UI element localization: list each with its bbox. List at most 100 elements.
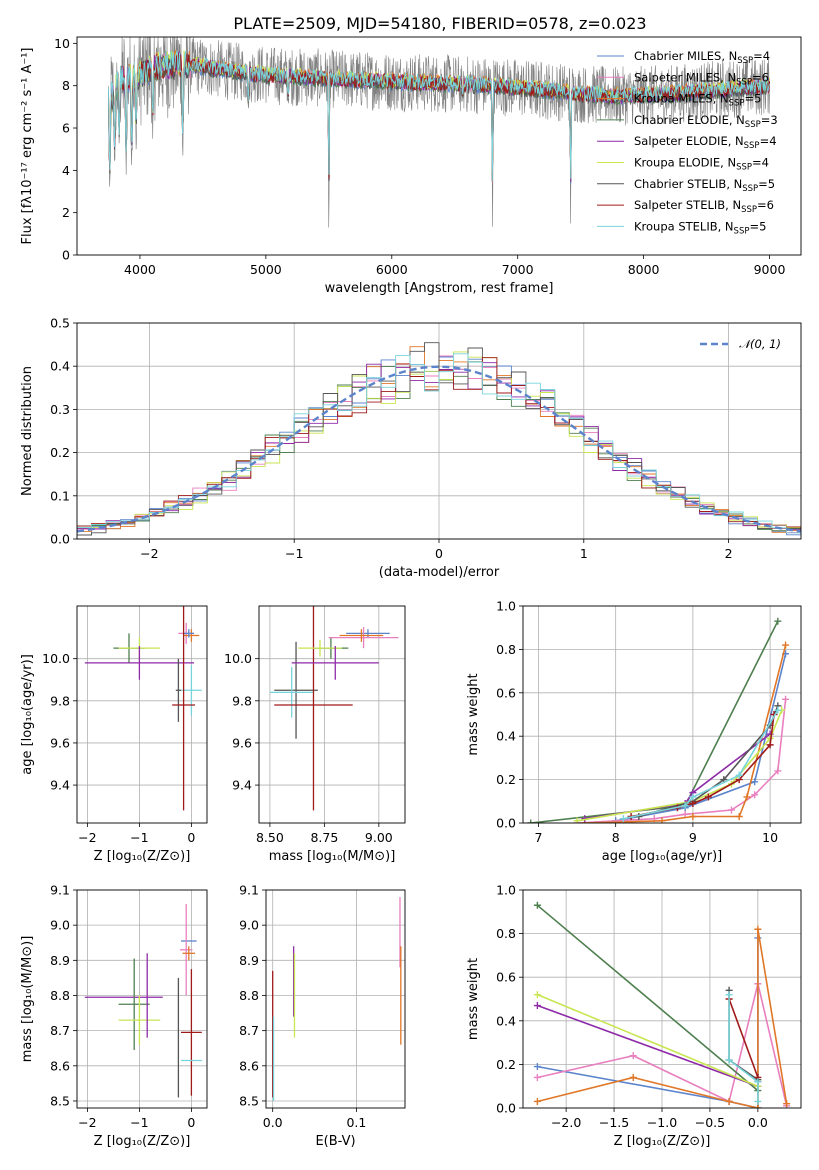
mass-weight-vs-z-panel: −2.0 −1.5 −1.0 −0.5 0.0 0.0 0.2 0.4 0.6 0.8 1.0 Z [… xyxy=(466,883,802,1149)
x-axis-label: E(B-V) xyxy=(315,1134,355,1149)
y-tick-label: 0 xyxy=(62,248,70,263)
x-tick-label: 0.1 xyxy=(346,1115,366,1130)
series-marker xyxy=(533,1097,541,1105)
x-axis-label: Z [log₁₀(Z/Z⊙)] xyxy=(94,1134,191,1149)
plot-area xyxy=(272,897,402,1101)
legend-entry-text: Kroupa MILES, N xyxy=(634,92,729,106)
spectrum-panel: 4000 5000 6000 7000 8000 9000 0 2 4 6 8 10 wavelengt… xyxy=(20,36,802,296)
mass-vs-ebv-panel: 0.0 0.1 8.5 8.6 8.7 8.8 8.9 9.0 9.1 E(B-V) xyxy=(239,883,406,1149)
errorbar-point xyxy=(183,629,200,642)
legend-entry-count: =4 xyxy=(752,156,769,170)
y-axis-label: age [log₁₀(age/yr)] xyxy=(20,654,35,775)
legend-entry-text: Salpeter STELIB, N xyxy=(634,198,741,212)
y-tick-label: 10.0 xyxy=(42,651,70,666)
series-marker xyxy=(751,778,759,786)
y-tick-label: 10.0 xyxy=(224,651,252,666)
y-tick-label: 9.0 xyxy=(239,918,259,933)
legend-entry-count: =5 xyxy=(744,92,761,106)
legend-entry-subscript: SSP xyxy=(734,226,750,236)
age-vs-z-panel: −2 −1 0 9.4 9.6 9.8 10.0 Z [log₁₀(Z/Z⊙)] age [lo… xyxy=(20,605,208,864)
legend-entry-subscript: SSP xyxy=(729,99,745,109)
y-tick-label: 1.0 xyxy=(496,883,516,898)
x-tick-label: 10 xyxy=(762,830,778,845)
spectrum-data-line xyxy=(108,37,770,228)
y-tick-label: 0.6 xyxy=(496,970,516,985)
y-tick-label: 9.1 xyxy=(50,883,70,898)
y-tick-label: 0.2 xyxy=(50,445,70,460)
histogram-step-kroupa-stelib xyxy=(77,353,801,534)
plot-area xyxy=(533,901,791,1108)
y-tick-label: 0.2 xyxy=(496,1057,516,1072)
x-axis-label: wavelength [Angstrom, rest frame] xyxy=(325,281,554,296)
series-line xyxy=(536,904,759,1092)
errorbar-point xyxy=(183,629,194,638)
x-axis-label: (data-model)/error xyxy=(379,565,500,580)
series-marker xyxy=(725,991,733,999)
errorbar-point xyxy=(84,646,194,680)
x-tick-label: 1 xyxy=(580,546,588,561)
x-tick-label: 6000 xyxy=(376,262,408,277)
grid xyxy=(266,889,405,1108)
plot-area xyxy=(108,37,770,228)
series-line xyxy=(530,620,779,823)
normal-curve-line xyxy=(77,365,801,533)
axes-frame xyxy=(258,605,406,824)
x-tick-label: −2 xyxy=(78,830,96,845)
series-marker xyxy=(735,771,743,779)
y-tick-label: 4 xyxy=(62,163,70,178)
errorbar-point xyxy=(339,629,384,642)
legend-entry-text: Salpeter ELODIE, N xyxy=(634,134,744,148)
x-tick-label: −2 xyxy=(140,546,158,561)
y-tick-label: 8.5 xyxy=(50,1093,70,1108)
legend-entry-text: Kroupa STELIB, N xyxy=(634,219,734,233)
legend-entry-text: Chabrier ELODIE, N xyxy=(634,113,745,127)
x-tick-label: −1.0 xyxy=(647,1115,677,1130)
axes-frame xyxy=(76,605,208,824)
grid xyxy=(523,889,801,1109)
y-tick-label: 0.0 xyxy=(496,816,516,831)
axes-frame xyxy=(522,889,802,1109)
y-axis-label: mass weight xyxy=(466,958,481,1040)
errorbar-point xyxy=(181,664,202,716)
legend-entry-count: =6 xyxy=(757,198,774,212)
plot-area xyxy=(77,342,801,536)
y-tick-label: 9.4 xyxy=(232,778,252,793)
x-tick-label: −2 xyxy=(78,1115,96,1130)
series-marker xyxy=(619,815,627,823)
y-tick-label: 0.8 xyxy=(496,926,516,941)
series-line xyxy=(537,929,788,1108)
series-marker xyxy=(533,901,541,909)
errorbar-point xyxy=(182,946,196,961)
mass-weight-series-salpeter-elodie xyxy=(533,1002,762,1090)
series-marker xyxy=(782,641,790,649)
grid xyxy=(77,889,207,1108)
mass-weight-series-kroupa-stelib xyxy=(725,991,762,1105)
series-marker xyxy=(766,741,774,749)
age-vs-mass-panel: 8.50 8.75 9.00 9.4 9.6 9.8 10.0 mass [log₁₀(M/M… xyxy=(224,605,406,864)
x-tick-label: 0.0 xyxy=(263,1115,283,1130)
y-tick-label: 0.4 xyxy=(496,729,516,744)
spectrum-model-line-kroupa-stelib xyxy=(108,50,770,182)
y-tick-label: 9.1 xyxy=(239,883,259,898)
mass-weight-series-kroupa-miles xyxy=(533,925,791,1108)
series-marker xyxy=(681,802,689,810)
y-tick-label: 0.2 xyxy=(496,772,516,787)
x-tick-label: 8.50 xyxy=(256,830,284,845)
y-tick-label: 0.4 xyxy=(50,359,70,374)
series-marker xyxy=(783,1100,791,1108)
legend-entry: Kroupa MILES, NSSP=5 xyxy=(634,92,761,109)
axes-frame xyxy=(265,889,406,1109)
series-marker xyxy=(629,1073,637,1081)
errorbar-point xyxy=(175,658,181,722)
y-tick-label: 8.7 xyxy=(50,1023,70,1038)
legend-entry: Chabrier STELIB, NSSP=5 xyxy=(634,177,775,194)
legend-entry: Salpeter ELODIE, NSSP=4 xyxy=(634,134,777,151)
x-tick-label: 4000 xyxy=(124,262,156,277)
x-tick-label: −1 xyxy=(285,546,303,561)
x-tick-label: 9000 xyxy=(754,262,786,277)
series-marker xyxy=(689,793,697,801)
errorbar-point xyxy=(118,958,150,1050)
x-tick-label: 0.0 xyxy=(748,1115,768,1130)
legend-entry: 𝒩(0, 1) xyxy=(739,337,781,351)
